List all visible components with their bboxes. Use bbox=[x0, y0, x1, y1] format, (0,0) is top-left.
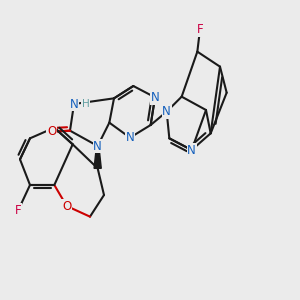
Text: N: N bbox=[126, 131, 134, 144]
Text: O: O bbox=[47, 125, 56, 138]
Polygon shape bbox=[94, 146, 101, 168]
Text: O: O bbox=[62, 200, 71, 212]
Text: H: H bbox=[82, 99, 89, 109]
Text: N: N bbox=[187, 143, 196, 157]
Text: N: N bbox=[70, 98, 78, 110]
Text: N: N bbox=[162, 105, 171, 118]
Text: F: F bbox=[197, 23, 203, 36]
Text: N: N bbox=[93, 140, 102, 152]
Text: N: N bbox=[151, 91, 159, 104]
Text: F: F bbox=[15, 203, 22, 217]
